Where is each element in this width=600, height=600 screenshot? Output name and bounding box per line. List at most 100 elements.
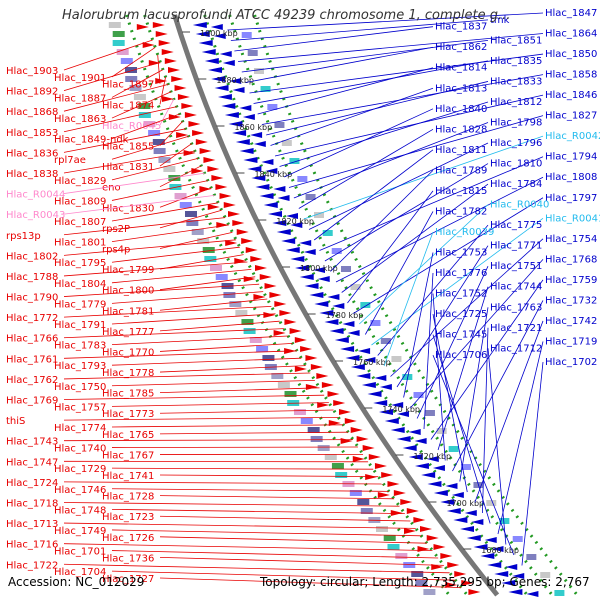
tick-label: 1880 kbp: [216, 76, 254, 85]
genome-stats-text: Topology: circular; Length: 2,735,295 bp…: [260, 575, 590, 589]
forward-gene-arrow: [305, 355, 318, 361]
label-leader-line: [227, 12, 544, 31]
label-leader-line: [238, 33, 544, 62]
gene-label: Hlac_1810: [490, 159, 542, 170]
reverse-gene-arrow: [350, 364, 365, 370]
label-leader-line: [63, 239, 237, 256]
reverse-gene-arrow: [294, 265, 309, 271]
feature-block: [424, 410, 435, 416]
gene-label: Hlac_1789: [435, 165, 487, 176]
label-leader-line: [63, 481, 384, 485]
feature-block: [305, 194, 316, 200]
label-leader-line: [111, 313, 276, 325]
label-leader-line: [270, 87, 434, 146]
reverse-gene-arrow: [290, 256, 305, 262]
gene-label: Hlac_R0045: [102, 121, 161, 132]
reverse-gene-arrow: [317, 276, 330, 282]
forward-gene-arrow: [158, 40, 171, 46]
forward-gene-arrow: [155, 78, 168, 84]
feature-block: [313, 212, 324, 218]
gene-label: Hlac_1776: [435, 268, 487, 279]
label-leader-line: [111, 224, 229, 243]
feature-block: [138, 103, 151, 109]
feature-block: [411, 571, 424, 577]
feature-block: [143, 121, 156, 127]
label-leader-line: [63, 195, 215, 215]
reverse-gene-arrow: [285, 213, 298, 219]
gene-label: Hlac_1718: [6, 498, 58, 509]
gene-label: Hlac_1719: [545, 336, 597, 347]
gene-label: Hlac_1772: [6, 313, 58, 324]
label-leader-line: [111, 380, 315, 387]
feature-block: [260, 86, 271, 92]
reverse-gene-arrow: [232, 130, 247, 136]
tick-label: 1860 kbp: [234, 123, 272, 132]
feature-block: [262, 355, 275, 361]
feature-block: [340, 266, 351, 272]
label-leader-line: [159, 387, 320, 394]
label-leader-line: [159, 121, 183, 146]
forward-gene-arrow: [387, 481, 400, 487]
label-leader-line: [111, 113, 180, 140]
gene-label: rps4p: [102, 244, 130, 255]
label-leader-line: [111, 135, 189, 160]
feature-block: [380, 338, 391, 344]
tick-label: 1720 kbp: [413, 452, 451, 461]
gene-label: rpl7ae: [54, 155, 86, 166]
gene-label: Hlac_1892: [6, 87, 58, 98]
reverse-gene-arrow: [508, 589, 523, 595]
reverse-gene-arrow: [229, 78, 242, 84]
reverse-gene-arrow: [421, 472, 436, 478]
reverse-gene-arrow: [224, 112, 239, 118]
reverse-gene-arrow: [265, 168, 278, 174]
reverse-gene-arrow: [464, 510, 477, 516]
label-leader-line: [159, 143, 192, 167]
gene-label: Hlac_1791: [54, 320, 106, 331]
forward-gene-arrow: [273, 330, 286, 336]
forward-gene-arrow: [390, 510, 403, 516]
reverse-gene-arrow: [466, 535, 481, 541]
label-leader-line: [159, 474, 379, 477]
label-leader-line: [111, 69, 164, 98]
gene-label: Hlac_1748: [54, 505, 106, 516]
reverse-gene-arrow: [219, 51, 232, 57]
reverse-gene-arrow: [473, 544, 488, 550]
gene-label: Hlac_1716: [6, 540, 58, 551]
forward-gene-arrow: [433, 544, 446, 550]
forward-gene-arrow: [454, 571, 467, 577]
forward-gene-arrow: [274, 301, 287, 307]
gene-label: Hlac_1801: [54, 238, 106, 249]
gene-label: Hlac_1830: [102, 203, 154, 214]
label-leader-line: [324, 163, 489, 262]
forward-gene-arrow: [225, 240, 238, 246]
reverse-gene-arrow: [303, 249, 316, 255]
reverse-gene-arrow: [327, 294, 340, 300]
gene-label: Hlac_1781: [102, 306, 154, 317]
label-leader-line: [63, 460, 369, 463]
label-leader-line: [396, 245, 489, 388]
gene-label: Hlac_1759: [545, 275, 597, 286]
reverse-gene-arrow: [273, 186, 286, 192]
forward-gene-arrow: [269, 292, 282, 298]
label-leader-line: [308, 142, 489, 230]
label-leader-line: [159, 99, 175, 126]
label-leader-line: [293, 122, 489, 199]
gene-label: Hlac_1804: [54, 279, 106, 290]
reverse-gene-arrow: [319, 310, 334, 316]
forward-gene-arrow: [352, 456, 365, 462]
reverse-gene-arrow: [446, 508, 461, 514]
forward-gene-arrow: [284, 319, 297, 325]
label-leader-line: [63, 61, 161, 91]
reverse-gene-arrow: [374, 375, 387, 381]
gene-label: Hlac_1736: [102, 553, 154, 564]
gene-label: Hlac_1744: [490, 282, 542, 293]
label-leader-line: [63, 563, 450, 574]
reverse-gene-arrow: [501, 580, 516, 586]
label-leader-line: [230, 19, 489, 41]
label-leader-line: [432, 314, 468, 493]
label-leader-line: [63, 306, 272, 318]
label-leader-line: [288, 115, 544, 188]
forward-gene-arrow: [136, 24, 149, 30]
gene-label: Hlac_1851: [490, 35, 542, 46]
